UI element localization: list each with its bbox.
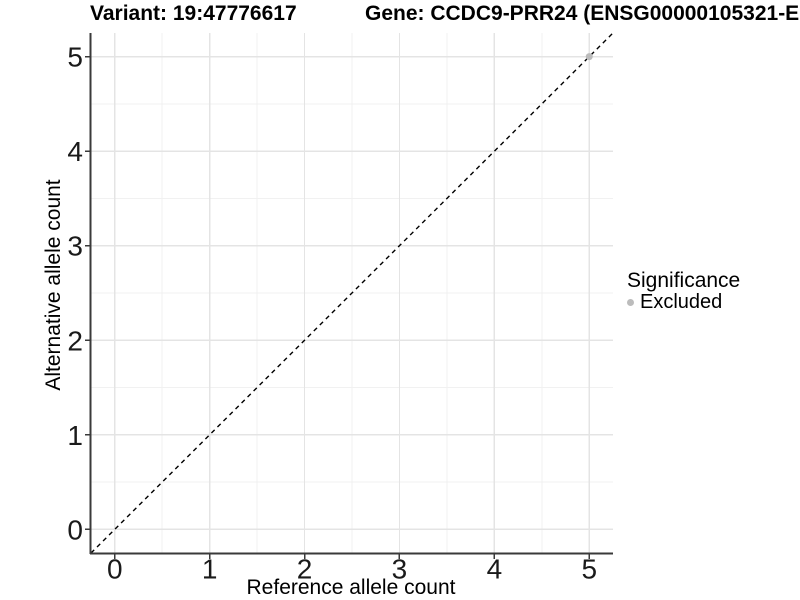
legend-entry-excluded: Excluded [627, 291, 740, 313]
x-axis-title: Reference allele count [246, 576, 456, 599]
y-tick-label: 0 [67, 514, 83, 545]
plot-title-gene: Gene: CCDC9-PRR24 (ENSG00000105321-EN [365, 2, 800, 25]
excluded-point-icon [627, 298, 634, 306]
x-tick-label: 3 [392, 554, 408, 585]
plot-title-variant: Variant: 19:47776617 [90, 2, 297, 25]
x-tick-label: 4 [487, 554, 503, 585]
legend-title: Significance [627, 269, 741, 292]
y-tick-label: 2 [67, 325, 83, 356]
y-tick-label: 1 [67, 420, 83, 451]
y-tick-label: 5 [67, 42, 83, 73]
y-tick-label: 3 [67, 231, 83, 262]
x-tick-label: 5 [581, 554, 597, 585]
legend-entries: Excluded [627, 291, 740, 313]
y-tick-label: 4 [67, 136, 83, 167]
identity-reference-line [91, 33, 613, 553]
legend: Significance Excluded [627, 270, 740, 313]
legend-entry-label: Excluded [640, 290, 723, 313]
x-tick-label: 1 [202, 554, 218, 585]
data-point-excluded [585, 53, 593, 61]
x-tick-label: 0 [107, 554, 123, 585]
x-tick-label: 2 [297, 554, 313, 585]
y-axis-title: Alternative allele count [42, 179, 65, 391]
